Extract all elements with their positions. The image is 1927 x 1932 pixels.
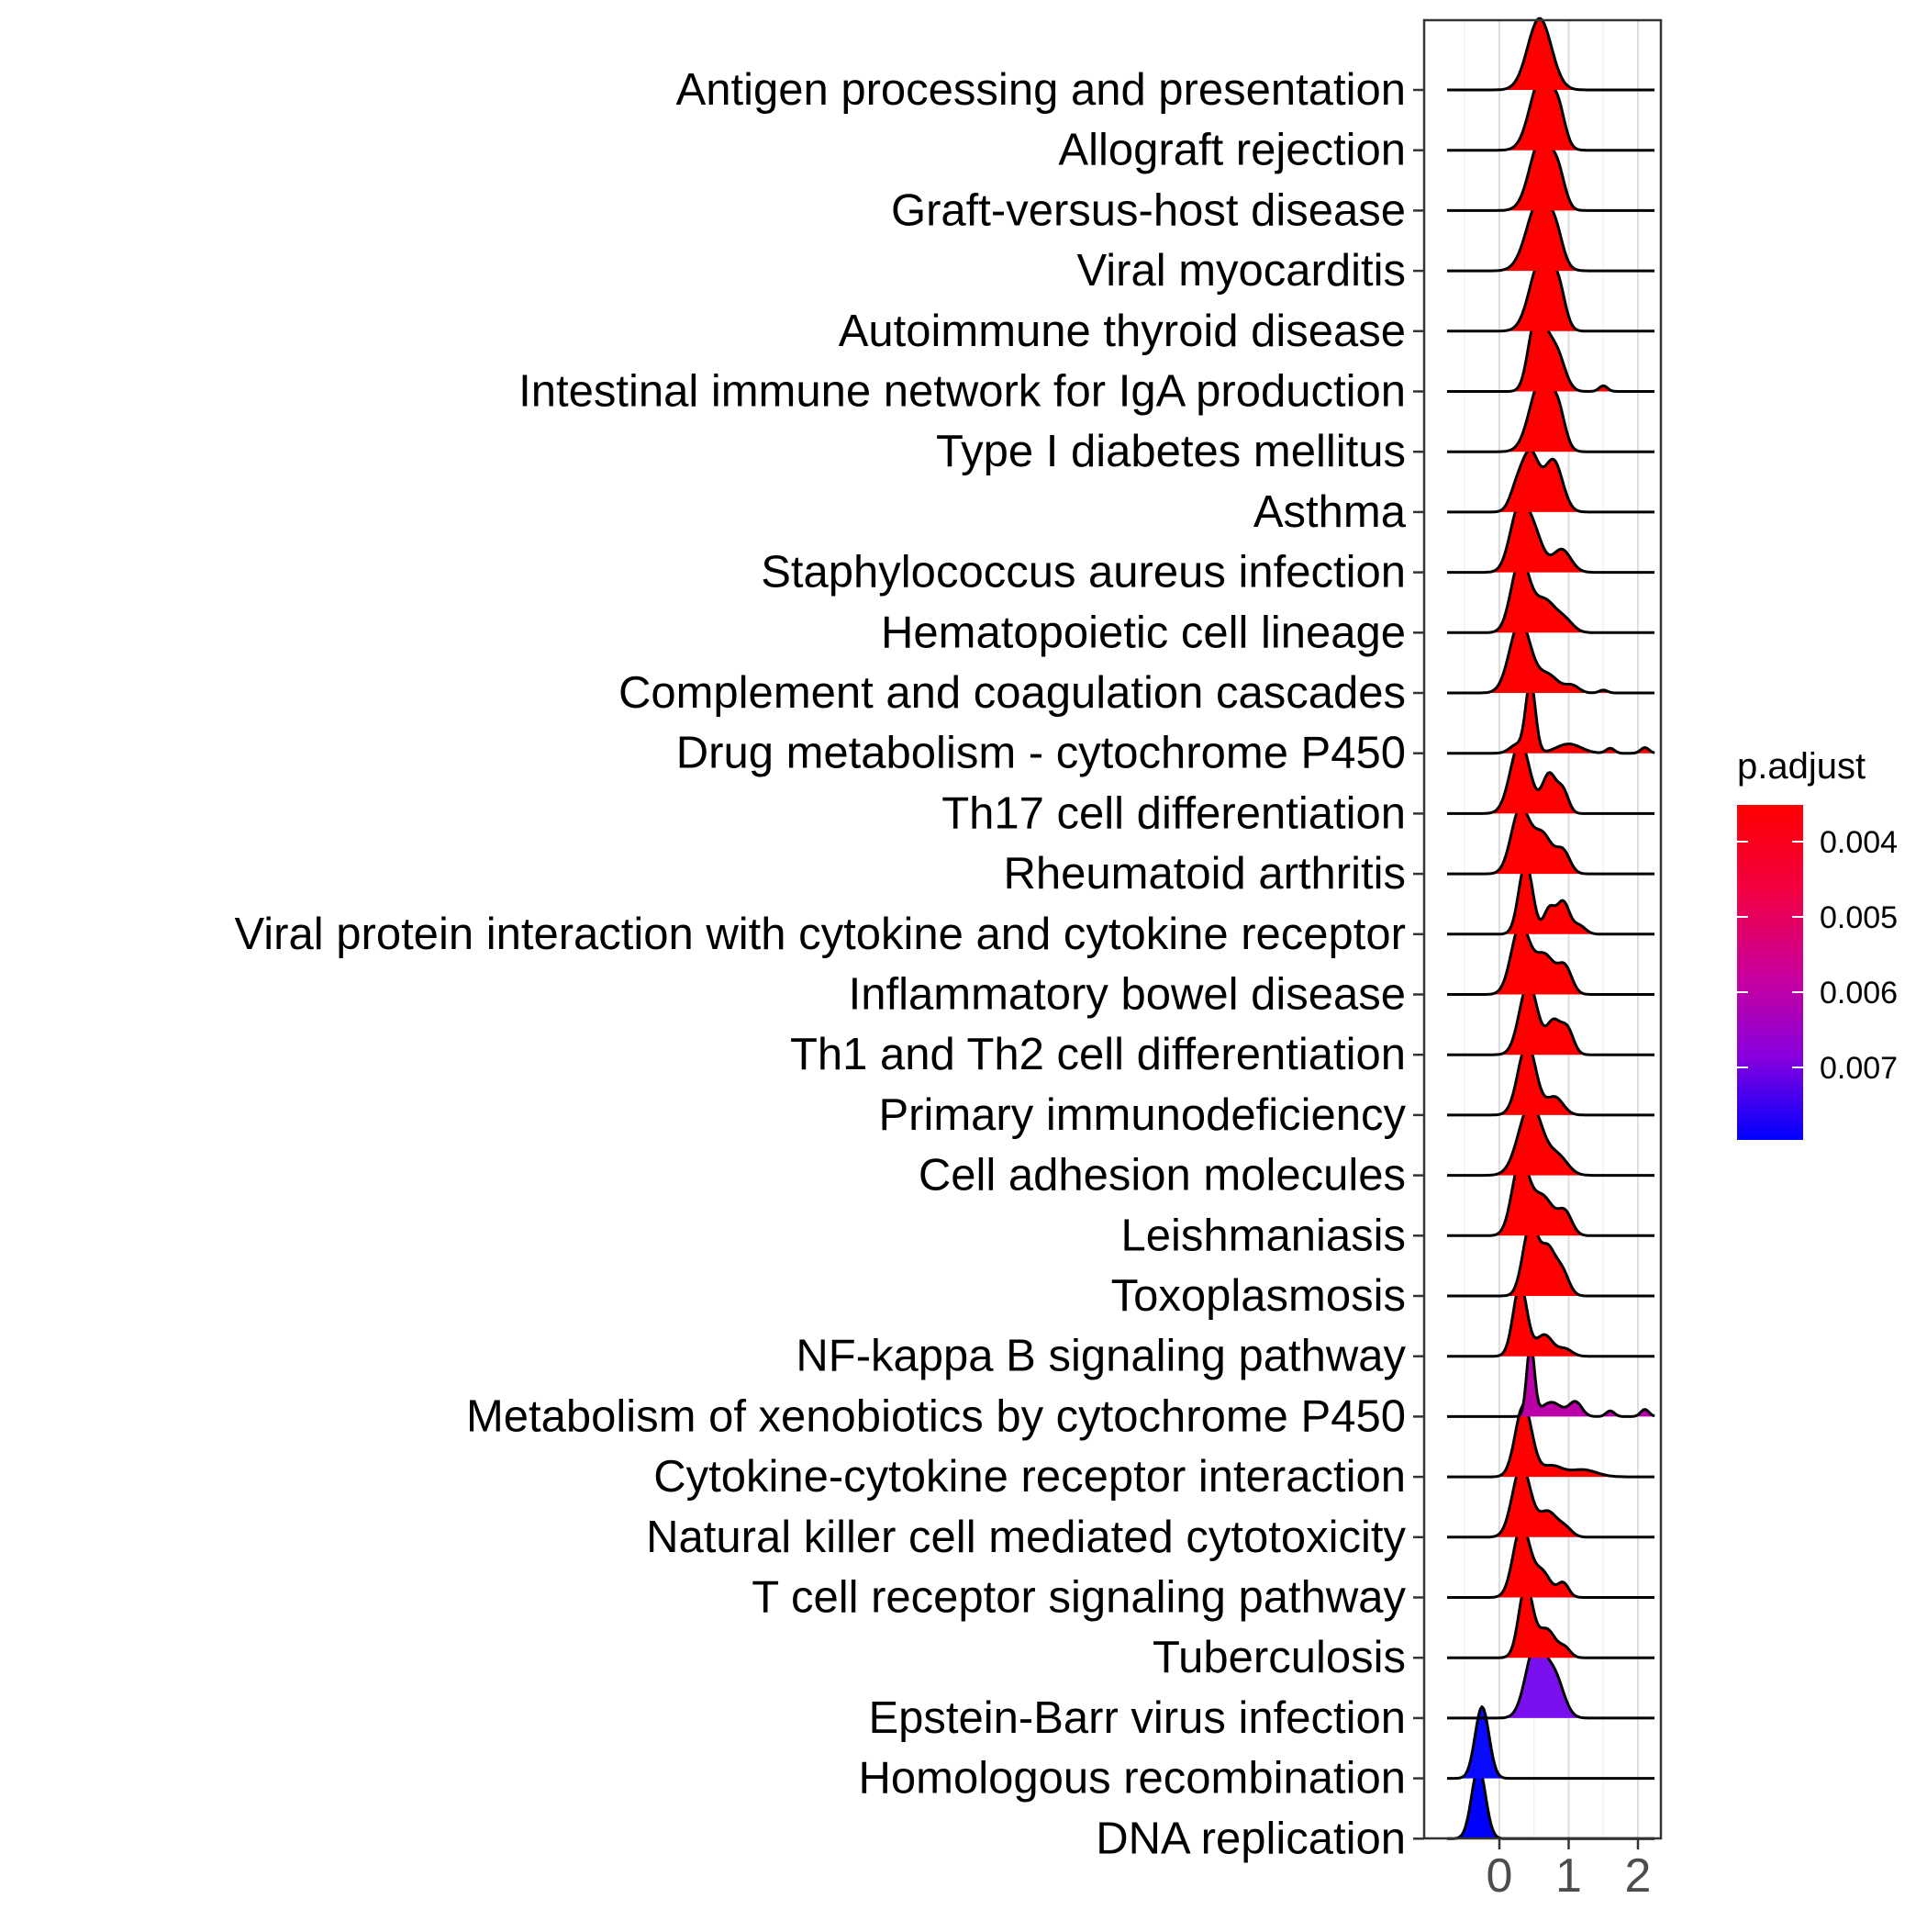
ridge-outline bbox=[1447, 740, 1654, 815]
y-tick-label: Staphylococcus aureus infection bbox=[761, 548, 1406, 597]
ridge-outline bbox=[1447, 1705, 1654, 1781]
legend-tick-label: 0.007 bbox=[1820, 1051, 1898, 1086]
ridges bbox=[1447, 17, 1655, 1840]
ridge-fill bbox=[1447, 1767, 1655, 1839]
ridge-fill bbox=[1447, 557, 1655, 633]
y-tick-label: DNA replication bbox=[1096, 1814, 1406, 1863]
ridge-fill bbox=[1447, 1103, 1655, 1176]
y-tick-label: Autoimmune thyroid disease bbox=[839, 307, 1406, 356]
ridge-outline bbox=[1447, 1403, 1654, 1479]
ridge-outline bbox=[1447, 679, 1655, 755]
y-axis: Antigen processing and presentation Allog… bbox=[235, 65, 1424, 1863]
y-tick-label: Homologous recombination bbox=[859, 1754, 1407, 1804]
ridge-outline bbox=[1447, 499, 1654, 575]
ridge-fill bbox=[1447, 1641, 1655, 1718]
ridge-fill bbox=[1447, 314, 1655, 392]
ridge-outline bbox=[1447, 1640, 1654, 1720]
legend-title: p.adjust bbox=[1737, 746, 1866, 787]
x-tick-label: 1 bbox=[1555, 1849, 1582, 1903]
legend-colorbar bbox=[1737, 805, 1803, 1140]
y-tick-label: Viral myocarditis bbox=[1076, 246, 1406, 296]
ridge-outline bbox=[1447, 921, 1654, 996]
ridge-fill bbox=[1447, 862, 1655, 934]
y-tick-label: Type I diabetes mellitus bbox=[936, 427, 1406, 476]
y-tick-label: Viral protein interaction with cytokine … bbox=[235, 910, 1407, 959]
y-tick-label: Graft-versus-host disease bbox=[891, 185, 1406, 235]
y-tick-label: Epstein-Barr virus infection bbox=[868, 1693, 1406, 1743]
ridge-fill bbox=[1447, 378, 1655, 452]
y-tick-label: Hematopoietic cell lineage bbox=[881, 608, 1406, 657]
ridge-fill bbox=[1447, 450, 1655, 512]
ridge-outline bbox=[1447, 861, 1654, 936]
y-tick-label: Inflammatory bowel disease bbox=[849, 970, 1406, 1020]
y-tick-label: Drug metabolism - cytochrome P450 bbox=[676, 729, 1406, 778]
legend-tick-label: 0.005 bbox=[1820, 900, 1898, 935]
ridge-fill bbox=[1447, 923, 1655, 995]
y-tick-label: Tuberculosis bbox=[1153, 1633, 1406, 1682]
y-tick-label: Allograft rejection bbox=[1058, 126, 1406, 175]
ridge-outline bbox=[1447, 619, 1654, 695]
y-tick-label: Toxoplasmosis bbox=[1111, 1271, 1406, 1321]
y-tick-label: T cell receptor signaling pathway bbox=[752, 1573, 1406, 1623]
ridge-fill bbox=[1447, 137, 1655, 211]
ridge-fill bbox=[1447, 197, 1655, 272]
y-tick-label: Primary immunodeficiency bbox=[878, 1090, 1406, 1140]
ridge-outline bbox=[1447, 1101, 1654, 1178]
legend-ticks: 0.004 0.005 0.006 0.007 bbox=[1737, 825, 1898, 1086]
ridge-fill bbox=[1447, 18, 1655, 91]
y-tick-label: Natural killer cell mediated cytotoxicit… bbox=[646, 1513, 1406, 1562]
y-tick-label: Complement and coagulation cascades bbox=[618, 668, 1406, 718]
ridge-outline bbox=[1447, 1523, 1654, 1599]
y-tick-label: Cytokine-cytokine receptor interaction bbox=[653, 1452, 1406, 1502]
y-tick-label: Intestinal immune network for IgA produc… bbox=[518, 367, 1406, 417]
ridge-fill bbox=[1447, 76, 1655, 151]
y-tick-label: Rheumatoid arthritis bbox=[1004, 849, 1406, 899]
y-tick-label: Th17 cell differentiation bbox=[941, 788, 1406, 838]
ridge-outline bbox=[1447, 556, 1654, 634]
legend: p.adjust 0.004 0.005 0.006 0.007 bbox=[1737, 746, 1898, 1140]
ridge-outline bbox=[1447, 17, 1654, 92]
ridge-fill bbox=[1447, 1222, 1655, 1296]
y-tick-label: Leishmaniasis bbox=[1121, 1211, 1407, 1260]
y-tick-label: Metabolism of xenobiotics by cytochrome … bbox=[466, 1391, 1406, 1441]
ridge-outline bbox=[1447, 1282, 1654, 1358]
ridge-outline bbox=[1447, 1582, 1654, 1659]
ridge-fill bbox=[1447, 257, 1655, 331]
ridge-outline bbox=[1447, 981, 1654, 1056]
x-tick-label: 0 bbox=[1487, 1849, 1513, 1903]
ridge-outline bbox=[1447, 1042, 1654, 1117]
ridge-outline bbox=[1447, 1156, 1654, 1237]
ridge-fill bbox=[1447, 1583, 1655, 1658]
y-tick-label: Th1 and Th2 cell differentiation bbox=[790, 1030, 1406, 1079]
ridge-fill bbox=[1447, 1044, 1655, 1115]
y-tick-label: Asthma bbox=[1253, 487, 1407, 537]
legend-tick-label: 0.004 bbox=[1820, 825, 1898, 860]
panel-border bbox=[1422, 18, 1663, 1840]
ridge-outline bbox=[1447, 448, 1654, 514]
ridge-fill bbox=[1447, 500, 1655, 573]
ridge-fill bbox=[1447, 1465, 1655, 1537]
ridge-fill bbox=[1447, 620, 1655, 693]
ridge-fill bbox=[1447, 983, 1655, 1055]
legend-tick-label: 0.006 bbox=[1820, 976, 1898, 1011]
ridge-outline bbox=[1447, 1221, 1654, 1298]
ridge-outline bbox=[1447, 1464, 1654, 1539]
y-tick-label: NF-kappa B signaling pathway bbox=[796, 1332, 1406, 1381]
ridge-fill bbox=[1447, 806, 1655, 875]
x-tick-label: 2 bbox=[1625, 1849, 1652, 1903]
ridge-fill bbox=[1447, 742, 1655, 814]
ridge-outline bbox=[1447, 805, 1654, 876]
ridge-outline bbox=[1447, 312, 1654, 393]
y-tick-label: Cell adhesion molecules bbox=[919, 1151, 1406, 1201]
ridge-fill bbox=[1447, 1158, 1655, 1236]
ridge-outline bbox=[1447, 1343, 1655, 1418]
y-tick-label: Antigen processing and presentation bbox=[676, 65, 1406, 115]
